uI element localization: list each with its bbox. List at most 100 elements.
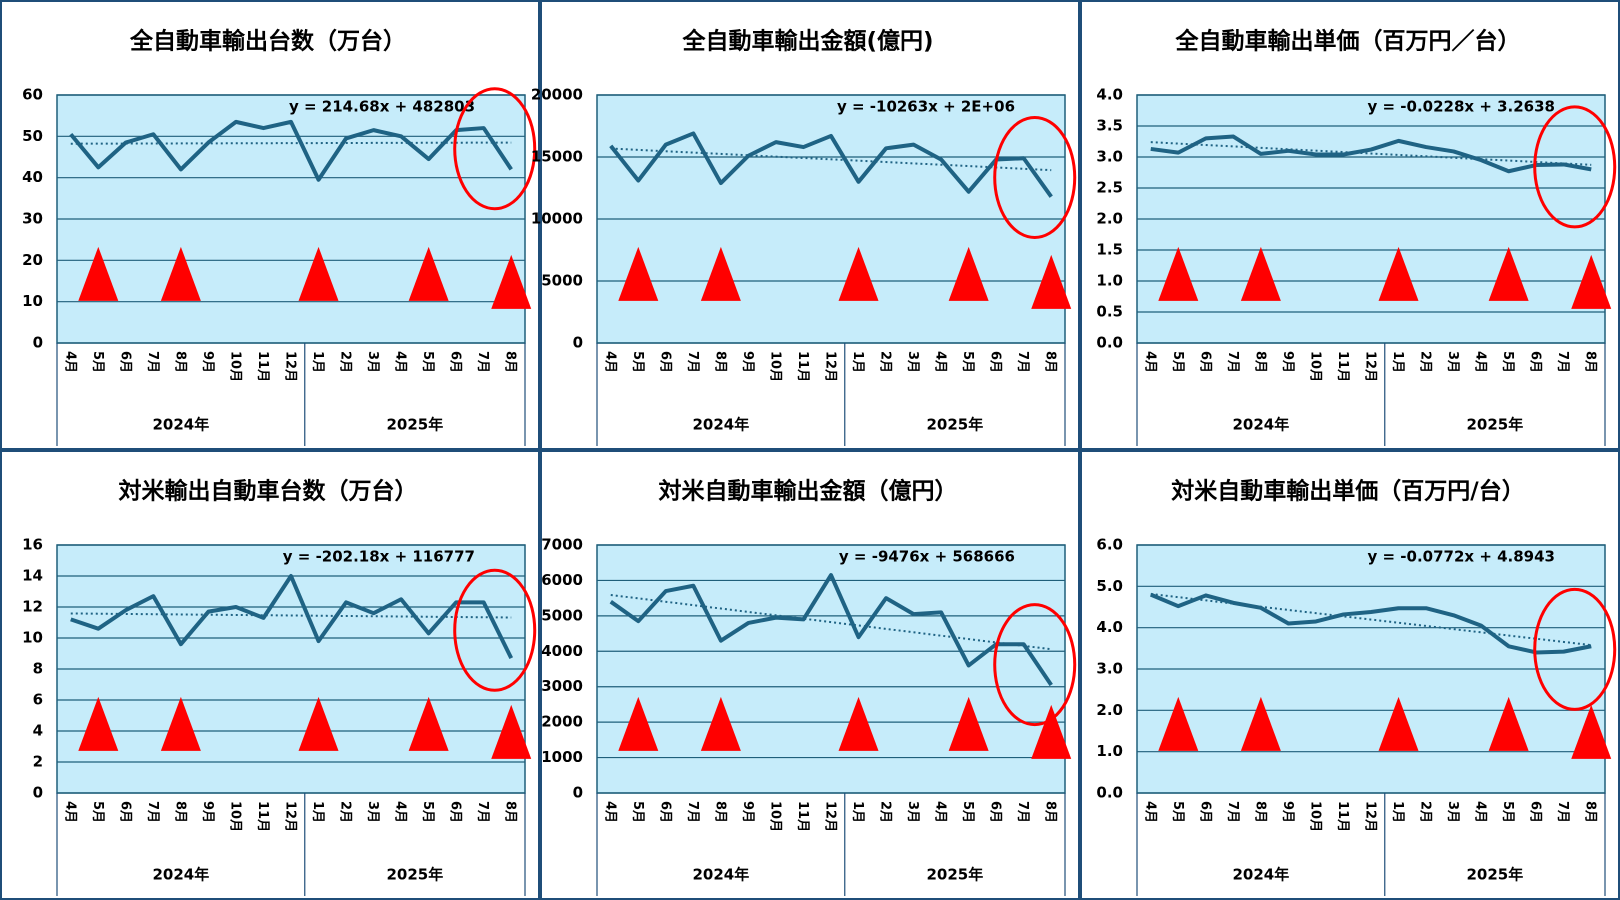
x-tick-label: 12月 [823, 351, 838, 382]
x-tick-label: 1月 [310, 801, 325, 823]
x-tick-label: 6月 [117, 801, 132, 823]
y-tick-label: 4 [33, 722, 43, 740]
x-tick-label: 5月 [960, 801, 975, 823]
chart-title: 全自動車輸出台数（万台） [129, 28, 406, 55]
x-tick-label: 9月 [200, 801, 215, 823]
x-tick-label: 3月 [1445, 351, 1460, 373]
x-tick-label: 9月 [1280, 351, 1295, 373]
x-tick-label: 2月 [878, 801, 893, 823]
x-tick-label: 3月 [1445, 801, 1460, 823]
y-tick-label: 2000 [541, 713, 583, 731]
x-tick-label: 4月 [393, 801, 408, 823]
event-triangle [160, 246, 201, 301]
x-tick-label: 10月 [767, 801, 782, 832]
x-group-label: 2024年 [693, 416, 750, 434]
x-tick-label: 6月 [657, 351, 672, 373]
event-triangle [948, 246, 989, 301]
y-tick-label: 0.0 [1096, 334, 1123, 352]
x-tick-label: 7月 [1015, 801, 1030, 823]
panel-border [540, 0, 1080, 450]
y-tick-label: 2.5 [1096, 179, 1123, 197]
x-tick-label: 11月 [795, 801, 810, 832]
x-tick-label: 10月 [1307, 801, 1322, 832]
trendline-equation: y = -0.0772x + 4.8943 [1368, 548, 1555, 566]
y-tick-label: 5000 [541, 606, 583, 624]
x-tick-label: 7月 [685, 801, 700, 823]
event-triangle [618, 246, 659, 301]
trendline [610, 147, 1052, 172]
x-tick-label: 3月 [365, 351, 380, 373]
x-tick-label: 2月 [878, 351, 893, 373]
x-tick-label: 7月 [145, 351, 160, 373]
chart-title: 対米輸出自動車台数（万台） [119, 478, 418, 505]
event-triangle [408, 696, 449, 751]
event-triangle [1240, 696, 1281, 751]
y-tick-label: 2.0 [1096, 701, 1123, 719]
trendline-equation: y = -9476x + 568666 [839, 548, 1015, 566]
y-tick-label: 14 [22, 567, 43, 585]
event-triangle [1571, 704, 1612, 759]
x-tick-label: 4月 [933, 351, 948, 373]
event-triangle [160, 696, 201, 751]
x-tick-label: 5月 [1170, 801, 1185, 823]
x-tick-label: 12月 [283, 351, 298, 382]
trendline [70, 141, 512, 145]
trendline-equation: y = -0.0228x + 3.2638 [1368, 98, 1555, 116]
trendline-equation: y = -10263x + 2E+06 [837, 98, 1015, 116]
x-tick-label: 5月 [420, 801, 435, 823]
y-tick-label: 0 [33, 784, 43, 802]
y-tick-label: 5.0 [1096, 577, 1123, 595]
x-tick-label: 7月 [1015, 351, 1030, 373]
x-tick-label: 7月 [1225, 801, 1240, 823]
x-group-label: 2025年 [387, 866, 444, 884]
event-triangle [1488, 246, 1529, 301]
event-triangle [1378, 246, 1419, 301]
y-tick-label: 7000 [541, 536, 583, 554]
x-tick-label: 4月 [602, 351, 617, 373]
x-tick-label: 6月 [1528, 351, 1543, 373]
x-tick-label: 1月 [1390, 801, 1405, 823]
x-tick-label: 7月 [145, 801, 160, 823]
x-tick-label: 9月 [740, 351, 755, 373]
event-triangle [78, 696, 119, 751]
x-tick-label: 5月 [630, 801, 645, 823]
y-tick-label: 15000 [531, 148, 583, 166]
x-tick-label: 8月 [172, 801, 187, 823]
x-tick-label: 6月 [448, 801, 463, 823]
y-tick-label: 1.5 [1096, 241, 1123, 259]
x-tick-label: 4月 [602, 801, 617, 823]
chart-title: 全自動車輸出金額(億円) [681, 28, 933, 55]
y-tick-label: 4.0 [1096, 86, 1123, 104]
x-tick-label: 4月 [933, 801, 948, 823]
x-tick-label: 8月 [172, 351, 187, 373]
event-triangle [1158, 246, 1199, 301]
y-tick-label: 4000 [541, 642, 583, 660]
y-tick-label: 3000 [541, 677, 583, 695]
x-tick-label: 8月 [503, 351, 518, 373]
y-tick-label: 40 [22, 168, 43, 186]
y-tick-label: 3.0 [1096, 660, 1123, 678]
trendline [1150, 592, 1592, 647]
x-tick-label: 12月 [1363, 801, 1378, 832]
y-tick-label: 0 [573, 784, 583, 802]
y-tick-label: 20 [22, 251, 43, 269]
x-group-label: 2024年 [153, 866, 210, 884]
x-tick-label: 12月 [283, 801, 298, 832]
x-tick-label: 4月 [1142, 351, 1157, 373]
event-triangle [948, 696, 989, 751]
y-tick-label: 50 [22, 127, 43, 145]
highlight-circle [453, 87, 537, 211]
trendline [1150, 141, 1592, 166]
x-tick-label: 7月 [685, 351, 700, 373]
x-tick-label: 10月 [1307, 351, 1322, 382]
y-tick-label: 0.5 [1096, 303, 1123, 321]
x-tick-label: 4月 [62, 351, 77, 373]
x-tick-label: 7月 [475, 351, 490, 373]
y-tick-label: 6.0 [1096, 536, 1123, 554]
x-tick-label: 9月 [200, 351, 215, 373]
y-tick-label: 3.5 [1096, 117, 1123, 135]
y-tick-label: 2 [33, 753, 43, 771]
highlight-circle [1533, 587, 1617, 711]
x-tick-label: 3月 [905, 801, 920, 823]
event-triangle [618, 696, 659, 751]
